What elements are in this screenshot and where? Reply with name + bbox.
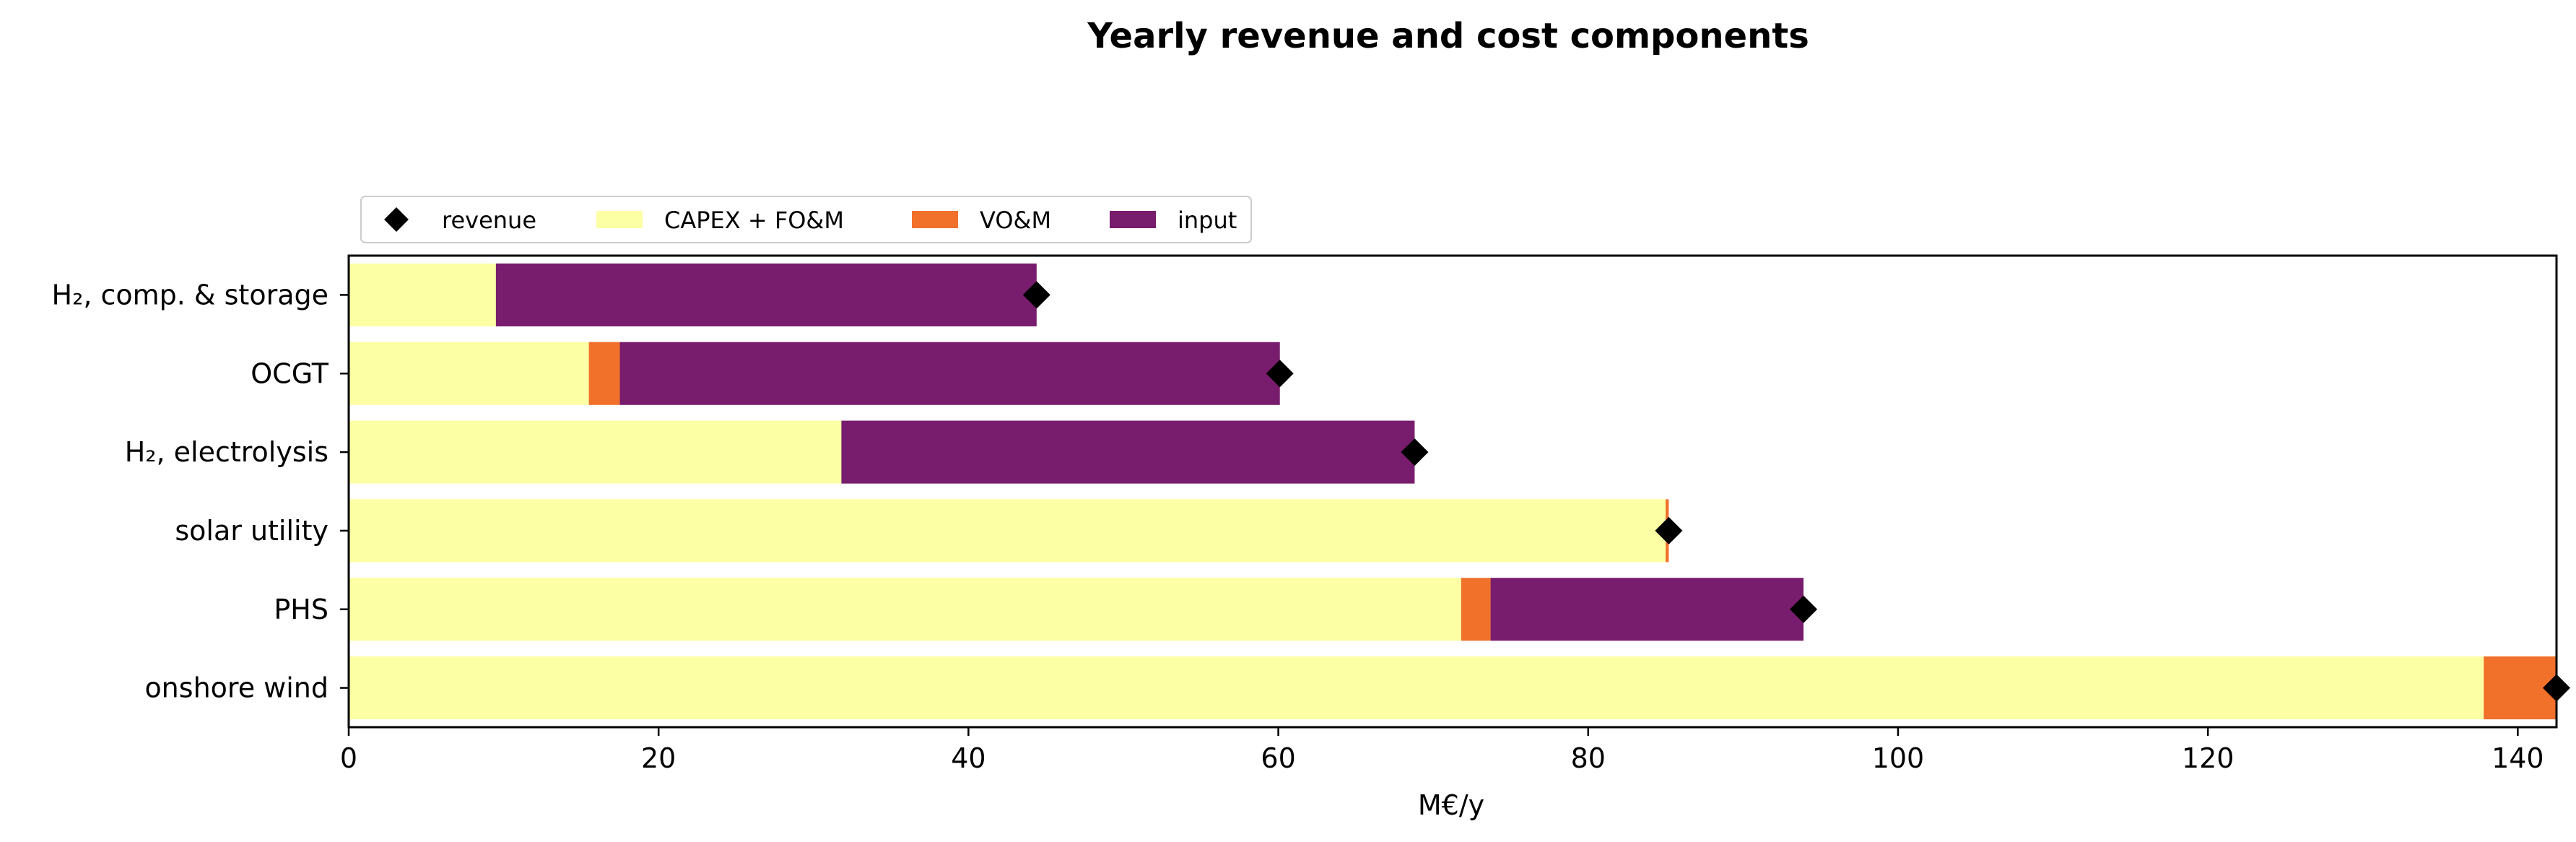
x-tick-label-140: 140 — [2492, 742, 2544, 774]
y-tick-label-h-electrolysis: H₂, electrolysis — [125, 436, 328, 468]
legend-frame — [360, 196, 1252, 243]
y-tick-label-ocgt: OCGT — [251, 357, 329, 389]
x-axis-ticks: 0 20 40 60 80 100 120 140 — [340, 727, 2544, 774]
bar-input-h-electrolysis — [841, 420, 1415, 484]
x-tick-label-60: 60 — [1261, 742, 1295, 774]
plot-frame — [347, 254, 2558, 729]
legend-marker-revenue — [384, 207, 409, 232]
x-tick-label-0: 0 — [340, 742, 357, 774]
revenue-marker-phs — [1790, 595, 1818, 623]
bar-capex-fo-m-phs — [349, 578, 1461, 641]
x-tick-label-40: 40 — [951, 742, 985, 774]
legend-swatch-capex — [596, 211, 643, 228]
legend-swatch-input — [1110, 211, 1156, 228]
legend-label-capex: CAPEX + FO&M — [664, 207, 844, 234]
revenue-marker-ocgt — [1266, 360, 1294, 388]
revenue-marker-h-electrolysis — [1401, 438, 1429, 466]
legend-label-input: input — [1178, 207, 1237, 234]
y-tick-label-h-comp-storage: H₂, comp. & storage — [52, 279, 328, 311]
bar-capex-fo-m-ocgt — [349, 342, 589, 405]
y-tick-label-solar-utility: solar utility — [175, 515, 328, 547]
x-tick-label-120: 120 — [2182, 742, 2235, 774]
y-tick-label-onshore-wind: onshore wind — [144, 672, 328, 704]
legend-swatch-vom — [912, 211, 958, 228]
legend-label-revenue: revenue — [442, 207, 536, 234]
bar-capex-fo-m-h-comp-storage — [349, 263, 496, 326]
legend: revenue CAPEX + FO&M VO&M input — [360, 196, 1252, 243]
bar-input-ocgt — [619, 342, 1280, 405]
bar-input-h-comp-storage — [495, 263, 1037, 326]
legend-label-vom: VO&M — [980, 207, 1051, 234]
bar-vo-m-ocgt — [588, 342, 620, 405]
revenue-marker-h-comp-storage — [1022, 281, 1050, 309]
chart-title: Yearly revenue and cost components — [1087, 16, 1809, 56]
x-tick-label-100: 100 — [1872, 742, 1925, 774]
y-axis-ticks: H₂, comp. & storage OCGT H₂, electrolysis s… — [52, 279, 349, 704]
bar-capex-fo-m-solar-utility — [349, 499, 1666, 563]
x-tick-label-20: 20 — [641, 742, 676, 774]
bars — [349, 263, 2557, 720]
bar-capex-fo-m-h-electrolysis — [349, 420, 842, 484]
revenue-marker-solar-utility — [1655, 516, 1683, 544]
bar-input-phs — [1490, 578, 1804, 641]
x-axis-label: M€/y — [1418, 789, 1484, 821]
bar-capex-fo-m-onshore-wind — [349, 656, 2484, 720]
bar-vo-m-phs — [1461, 578, 1491, 641]
x-tick-label-80: 80 — [1571, 742, 1606, 774]
y-tick-label-phs: PHS — [274, 594, 328, 625]
